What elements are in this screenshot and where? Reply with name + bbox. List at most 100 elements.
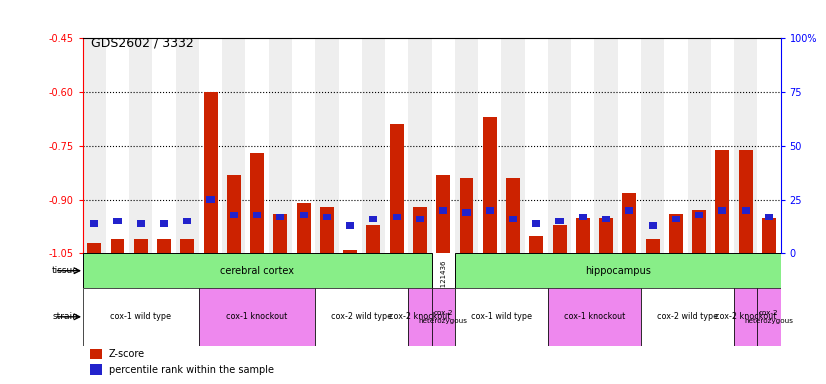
Text: percentile rank within the sample: percentile rank within the sample [109, 364, 274, 374]
Bar [362, 38, 385, 253]
Bar [757, 288, 781, 346]
Bar [199, 288, 316, 346]
Bar [548, 38, 572, 253]
Bar [157, 239, 171, 253]
Bar [83, 38, 106, 253]
Text: cox-1 wild type: cox-1 wild type [471, 312, 532, 321]
Bar [669, 214, 683, 253]
Bar [532, 220, 540, 227]
Bar [408, 38, 431, 253]
Bar [385, 38, 408, 253]
Bar [459, 178, 473, 253]
Bar [392, 214, 401, 220]
Text: cox-2 wild type: cox-2 wild type [331, 312, 392, 321]
Bar [268, 38, 292, 253]
Bar [253, 212, 261, 218]
Bar [89, 364, 102, 375]
Text: cox-2
heterozygous: cox-2 heterozygous [744, 310, 794, 324]
Bar [431, 288, 455, 346]
Text: cox-1 wild type: cox-1 wild type [110, 312, 171, 321]
Bar [692, 210, 706, 253]
Bar [292, 38, 316, 253]
Bar [548, 288, 641, 346]
Bar [88, 243, 102, 253]
Bar [738, 149, 752, 253]
Bar [506, 178, 520, 253]
Bar [134, 239, 148, 253]
Bar [230, 212, 238, 218]
Bar [89, 349, 102, 359]
Bar [486, 207, 494, 214]
Text: strain: strain [53, 312, 78, 321]
Bar [762, 218, 776, 253]
Bar [710, 38, 734, 253]
Bar [482, 117, 496, 253]
Bar [664, 38, 687, 253]
Text: cox-2 knockout: cox-2 knockout [389, 312, 451, 321]
Bar [222, 38, 245, 253]
Bar [576, 218, 590, 253]
Bar [176, 38, 199, 253]
Text: cox-2 knockout: cox-2 knockout [715, 312, 776, 321]
Bar [463, 209, 471, 216]
Text: GDS2602 / 3332: GDS2602 / 3332 [91, 37, 193, 50]
Bar [455, 288, 548, 346]
Bar [622, 192, 636, 253]
Bar [599, 218, 613, 253]
Bar [300, 212, 308, 218]
Text: Z-score: Z-score [109, 349, 145, 359]
Bar [436, 175, 450, 253]
Bar [113, 218, 121, 224]
Bar [641, 38, 664, 253]
Bar [695, 212, 703, 218]
Bar [734, 38, 757, 253]
Bar [346, 222, 354, 229]
Bar [250, 153, 264, 253]
Bar [525, 38, 548, 253]
Bar [245, 38, 268, 253]
Bar [153, 38, 176, 253]
Bar [316, 38, 339, 253]
Bar [553, 225, 567, 253]
Bar [646, 239, 660, 253]
Bar [160, 220, 169, 227]
Text: tissue: tissue [51, 266, 78, 275]
Bar [455, 253, 781, 288]
Bar [339, 38, 362, 253]
Bar [765, 214, 773, 220]
Bar [227, 175, 241, 253]
Text: cerebral cortex: cerebral cortex [220, 266, 294, 276]
Text: cox-2
heterozygous: cox-2 heterozygous [419, 310, 468, 324]
Bar [555, 218, 563, 224]
Text: cox-1 knockout: cox-1 knockout [226, 312, 287, 321]
Bar [206, 197, 215, 203]
Bar [579, 214, 587, 220]
Bar [413, 207, 427, 253]
Bar [529, 235, 544, 253]
Bar [641, 288, 734, 346]
Bar [323, 214, 331, 220]
Bar [757, 38, 781, 253]
Bar [106, 38, 129, 253]
Bar [572, 38, 595, 253]
Bar [719, 207, 727, 214]
Bar [734, 288, 757, 346]
Text: cox-1 knockout: cox-1 knockout [564, 312, 625, 321]
Bar [390, 124, 404, 253]
Bar [369, 216, 377, 222]
Bar [180, 239, 194, 253]
Bar [183, 218, 192, 224]
Bar [625, 207, 634, 214]
Bar [367, 225, 381, 253]
Bar [509, 216, 517, 222]
Bar [273, 214, 287, 253]
Text: cox-2 wild type: cox-2 wild type [657, 312, 718, 321]
Bar [83, 253, 431, 288]
Bar [648, 222, 657, 229]
Bar [415, 216, 424, 222]
Text: hippocampus: hippocampus [585, 266, 651, 276]
Bar [316, 288, 408, 346]
Bar [90, 220, 98, 227]
Bar [343, 250, 357, 253]
Bar [455, 38, 478, 253]
